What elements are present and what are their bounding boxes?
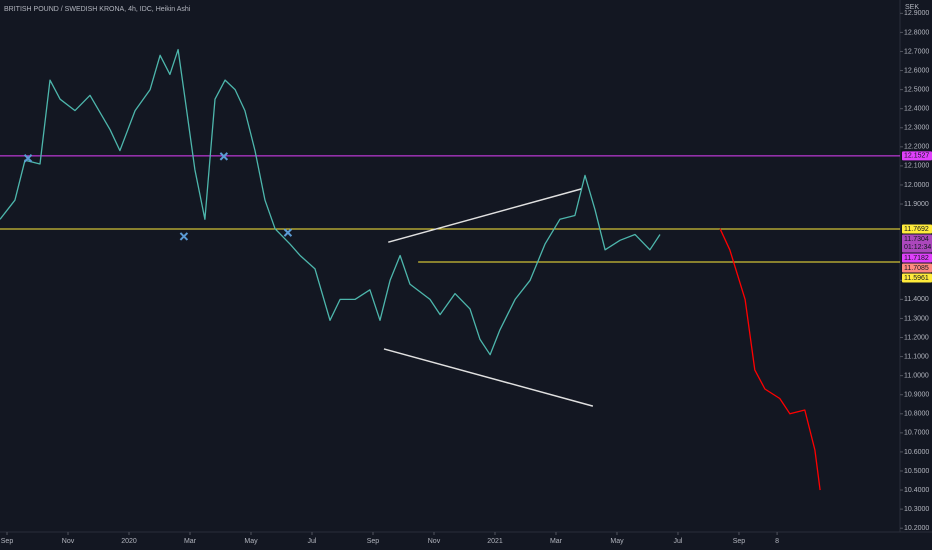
price-tag	[902, 253, 932, 263]
cross-marker	[179, 232, 189, 241]
x-tick-label: Jul	[308, 538, 317, 545]
y-tick-label: 12.9000	[904, 10, 929, 17]
price-line	[719, 228, 821, 491]
x-tick-label: 8	[775, 538, 779, 545]
cross-marker	[283, 228, 293, 237]
x-tick-label: May	[610, 538, 624, 545]
y-tick-label: 10.5000	[904, 468, 929, 475]
x-tick-label: May	[244, 538, 258, 545]
trend-line	[388, 188, 583, 243]
x-tick-label: 2020	[121, 538, 137, 545]
price-tag-label: 12.1527	[904, 153, 929, 160]
y-tick-label: 11.2000	[904, 334, 929, 341]
x-tick-label: Sep	[733, 538, 746, 545]
y-tick-label: 11.1000	[904, 353, 929, 360]
price-tag-label: 11.7085	[904, 265, 929, 272]
y-tick-label: 11.0000	[904, 372, 929, 379]
price-tag	[902, 234, 932, 253]
y-tick-label: 12.4000	[904, 106, 929, 113]
x-tick-label: Nov	[428, 538, 441, 545]
cross-marker	[23, 154, 33, 163]
x-tick-label: Sep	[367, 538, 380, 545]
y-tick-label: 10.7000	[904, 430, 929, 437]
y-tick-label: 12.1000	[904, 163, 929, 170]
countdown-label: 01:12:34	[904, 244, 931, 251]
x-tick-label: Sep	[1, 538, 14, 545]
trend-line	[383, 348, 594, 407]
x-tick-label: Mar	[184, 538, 197, 545]
price-tag	[902, 151, 932, 161]
y-tick-label: 10.8000	[904, 411, 929, 418]
x-tick-label: Nov	[62, 538, 75, 545]
price-tag-label: 11.5961	[904, 275, 929, 282]
y-tick-label: 11.9000	[904, 201, 929, 208]
y-tick-label: 12.8000	[904, 29, 929, 36]
chart-title: BRITISH POUND / SWEDISH KRONA, 4h, IDC, …	[4, 6, 191, 13]
y-tick-label: 11.4000	[904, 296, 929, 303]
y-tick-label: 12.6000	[904, 67, 929, 74]
price-line	[0, 48, 661, 356]
price-tag	[902, 224, 932, 234]
y-tick-label: 11.3000	[904, 315, 929, 322]
y-tick-label: 10.4000	[904, 487, 929, 494]
price-tag-label: 11.7692	[904, 226, 929, 233]
cross-marker	[219, 152, 229, 161]
price-tag	[902, 273, 932, 283]
y-tick-label: 12.3000	[904, 125, 929, 132]
x-tick-label: Mar	[550, 538, 563, 545]
y-tick-label: 10.6000	[904, 449, 929, 456]
x-tick-label: 2021	[487, 538, 503, 545]
y-tick-label: 10.3000	[904, 506, 929, 513]
price-tag-label: 11.7182	[904, 255, 929, 262]
y-tick-label: 10.2000	[904, 525, 929, 532]
y-tick-label: 10.9000	[904, 392, 929, 399]
y-tick-label: 12.2000	[904, 144, 929, 151]
price-tag	[902, 263, 932, 273]
y-tick-label: 12.0000	[904, 182, 929, 189]
price-tag-label: 11.7304	[904, 236, 929, 243]
y-tick-label: 12.5000	[904, 86, 929, 93]
y-tick-label: 12.7000	[904, 48, 929, 55]
currency-label: SEK	[905, 4, 919, 11]
x-tick-label: Jul	[673, 538, 682, 545]
